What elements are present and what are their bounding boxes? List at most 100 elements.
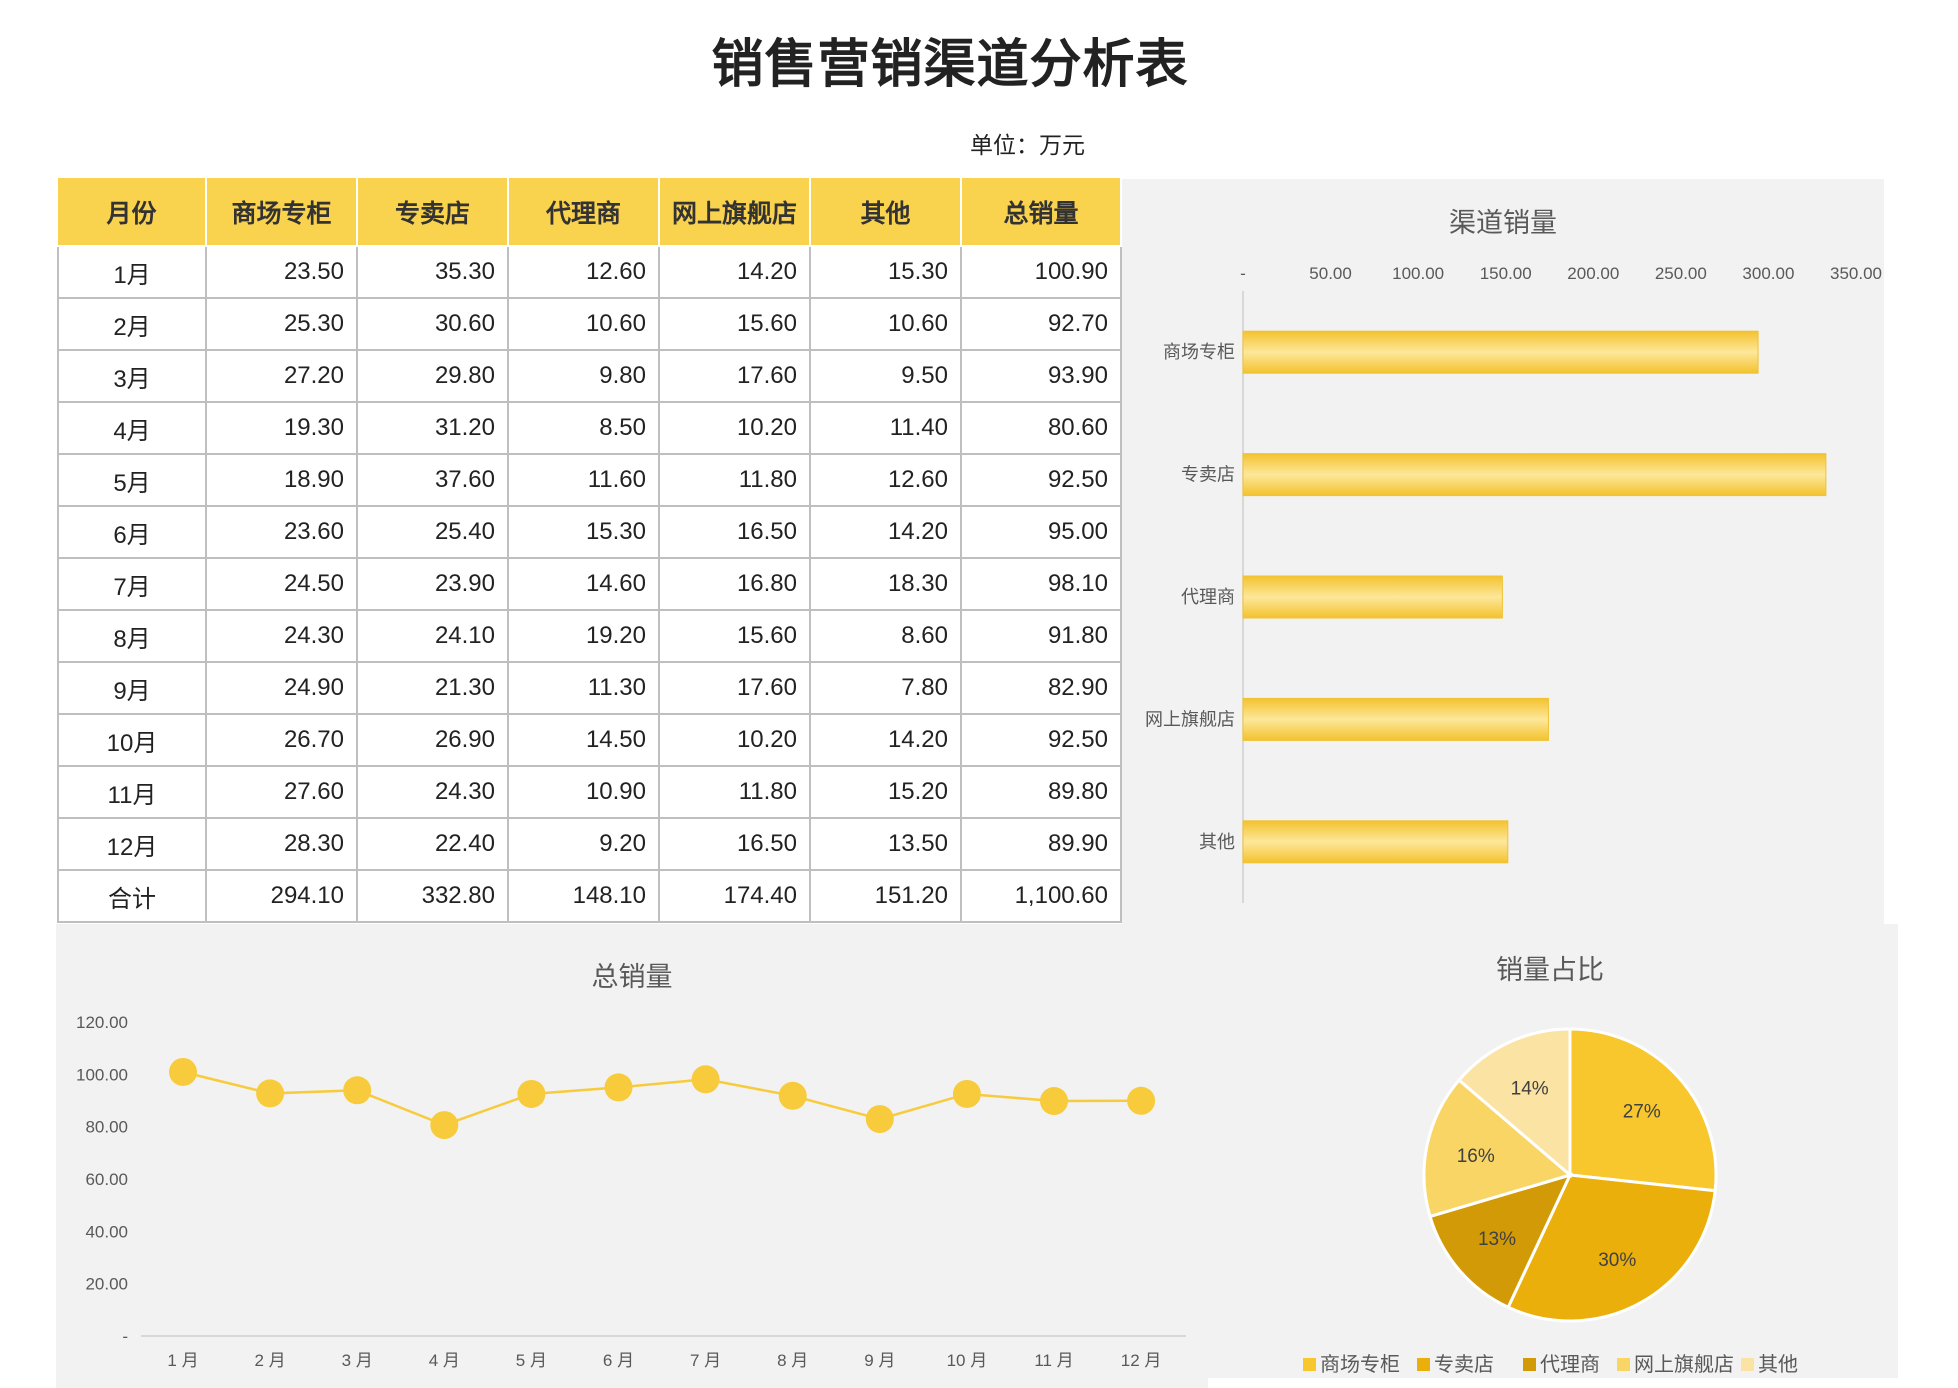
unit-label: 单位：万元 <box>970 133 1085 159</box>
value-cell: 14.20 <box>658 245 811 299</box>
data-point <box>517 1079 546 1108</box>
column-header: 专卖店 <box>357 178 509 247</box>
month-cell: 8月 <box>57 609 207 663</box>
sales-table: 月份 商场专柜 专卖店 代理商 网上旗舰店 其他 总销量 1月 23.50 35.30 12.60… <box>57 178 1122 923</box>
value-cell: 93.90 <box>960 349 1122 403</box>
data-point <box>604 1073 633 1102</box>
data-point <box>865 1105 894 1134</box>
value-cell: 12.60 <box>507 245 660 299</box>
month-cell: 12月 <box>57 817 207 871</box>
value-cell: 22.40 <box>356 817 509 871</box>
pie-slice <box>1506 1173 1717 1323</box>
table-row: 1月 23.50 35.30 12.60 14.20 15.30 100.90 <box>57 245 1122 299</box>
x-tick-label: 12 月 <box>1121 1351 1162 1370</box>
table-row: 4月 19.30 31.20 8.50 10.20 11.40 80.60 <box>57 401 1122 455</box>
value-cell: 26.90 <box>356 713 509 767</box>
legend-swatch <box>1741 1358 1754 1371</box>
y-tick-label: 80.00 <box>85 1118 128 1137</box>
x-tick-label: 6 月 <box>603 1351 634 1370</box>
value-cell: 19.30 <box>205 401 358 455</box>
value-cell: 24.30 <box>205 609 358 663</box>
data-point <box>1040 1087 1068 1116</box>
value-cell: 8.60 <box>809 609 962 663</box>
pie-slice <box>1428 1172 1573 1310</box>
value-cell: 14.20 <box>809 713 962 767</box>
y-tick-label: 100.00 <box>76 1065 128 1084</box>
chart-title: 渠道销量 <box>1449 208 1557 239</box>
x-tick-label: 50.00 <box>1309 264 1352 283</box>
value-cell: 31.20 <box>356 401 509 455</box>
value-cell: 9.20 <box>507 817 660 871</box>
line-chart-panel: 总销量 - 20.00 40.00 60.00 80.00 100.00 120.00 1 月 2… <box>56 924 1208 1388</box>
value-cell: 24.10 <box>356 609 509 663</box>
table-header-row: 月份 商场专柜 专卖店 代理商 网上旗舰店 其他 总销量 <box>58 178 1122 247</box>
month-cell: 7月 <box>57 557 207 611</box>
value-cell: 91.80 <box>960 609 1122 663</box>
table-row: 8月 24.30 24.10 19.20 15.60 8.60 91.80 <box>57 609 1122 663</box>
value-cell: 89.90 <box>960 817 1122 871</box>
value-cell: 9.80 <box>507 349 660 403</box>
legend-swatch <box>1303 1358 1316 1371</box>
column-header: 商场专柜 <box>206 178 358 247</box>
slice-percent-label: 16% <box>1457 1146 1495 1167</box>
y-tick-label: 40.00 <box>85 1222 128 1241</box>
value-cell: 21.30 <box>356 661 509 715</box>
bar <box>1242 820 1509 864</box>
column-header: 代理商 <box>508 178 660 247</box>
value-cell: 10.60 <box>809 297 962 351</box>
value-cell: 82.90 <box>960 661 1122 715</box>
value-cell: 18.30 <box>809 557 962 611</box>
x-tick-label: 1 月 <box>167 1351 198 1370</box>
value-cell: 98.10 <box>960 557 1122 611</box>
value-cell: 1,100.60 <box>960 869 1122 923</box>
value-cell: 24.90 <box>205 661 358 715</box>
value-cell: 16.50 <box>658 505 811 559</box>
x-tick-label: 4 月 <box>429 1351 460 1370</box>
column-header: 月份 <box>58 178 207 247</box>
table-row: 6月 23.60 25.40 15.30 16.50 14.20 95.00 <box>57 505 1122 559</box>
x-tick-label: 150.00 <box>1480 264 1532 283</box>
value-cell: 13.50 <box>809 817 962 871</box>
table-row: 12月 28.30 22.40 9.20 16.50 13.50 89.90 <box>57 817 1122 871</box>
table-row: 9月 24.90 21.30 11.30 17.60 7.80 82.90 <box>57 661 1122 715</box>
data-point <box>1127 1086 1156 1115</box>
category-label: 商场专柜 <box>1163 342 1235 363</box>
x-tick-label: 100.00 <box>1392 264 1444 283</box>
value-cell: 35.30 <box>356 245 509 299</box>
month-cell: 9月 <box>57 661 207 715</box>
value-cell: 89.80 <box>960 765 1122 819</box>
table-row: 11月 27.60 24.30 10.90 11.80 15.20 89.80 <box>57 765 1122 819</box>
column-header: 网上旗舰店 <box>659 178 811 247</box>
value-cell: 9.50 <box>809 349 962 403</box>
value-cell: 7.80 <box>809 661 962 715</box>
value-cell: 30.60 <box>356 297 509 351</box>
bar <box>1242 453 1827 497</box>
value-cell: 80.60 <box>960 401 1122 455</box>
legend-label: 代理商 <box>1540 1352 1600 1376</box>
value-cell: 151.20 <box>809 869 962 923</box>
chart-title: 销量占比 <box>1496 955 1604 986</box>
data-point <box>430 1111 459 1140</box>
table-body: 1月 23.50 35.30 12.60 14.20 15.30 100.90 2月 25.30… <box>57 245 1122 923</box>
bar <box>1242 330 1759 374</box>
pie-chart: 销量占比 27% 30% 13% 16% 14% 商场专柜 专卖店 代理商 网上旗舰店 其他 <box>1303 955 1798 1376</box>
value-cell: 15.60 <box>658 297 811 351</box>
value-cell: 95.00 <box>960 505 1122 559</box>
value-cell: 10.60 <box>507 297 660 351</box>
total-row: 合计 294.10 332.80 148.10 174.40 151.20 1,100.60 <box>57 869 1122 923</box>
month-cell: 1月 <box>57 245 207 299</box>
value-cell: 10.20 <box>658 401 811 455</box>
legend-swatch <box>1523 1358 1536 1371</box>
legend-label: 其他 <box>1758 1352 1798 1376</box>
value-cell: 27.20 <box>205 349 358 403</box>
value-cell: 29.80 <box>356 349 509 403</box>
value-cell: 28.30 <box>205 817 358 871</box>
table-row: 10月 26.70 26.90 14.50 10.20 14.20 92.50 <box>57 713 1122 767</box>
x-tick-label: 7 月 <box>690 1351 721 1370</box>
pie-slice <box>1422 1077 1574 1219</box>
value-cell: 26.70 <box>205 713 358 767</box>
value-cell: 11.40 <box>809 401 962 455</box>
value-cell: 19.20 <box>507 609 660 663</box>
table-row: 2月 25.30 30.60 10.60 15.60 10.60 92.70 <box>57 297 1122 351</box>
value-cell: 148.10 <box>507 869 660 923</box>
